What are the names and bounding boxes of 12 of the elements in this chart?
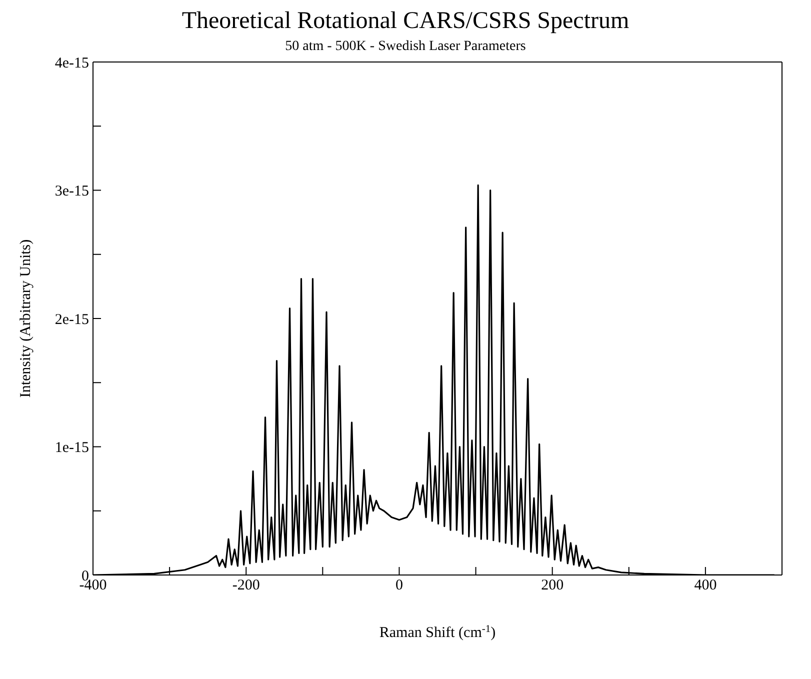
x-tick-label: -200 <box>232 578 260 594</box>
x-tick-label: 400 <box>694 578 717 594</box>
x-tick-label: 200 <box>541 578 564 594</box>
x-axis-title: Raman Shift (cm$^{-1}$) <box>379 624 496 641</box>
chart-title: Theoretical Rotational CARS/CSRS Spectrum <box>180 8 630 35</box>
y-tick-label: 3e-15 <box>54 184 89 200</box>
chart-subtitle: 50 atm - 500K - Swedish Laser Parameters <box>284 39 527 55</box>
y-tick-label: 2e-15 <box>54 312 89 328</box>
y-tick-label: 4e-15 <box>54 55 89 72</box>
y-tick-label: 1e-15 <box>54 440 89 456</box>
x-tick-label: 0 <box>395 578 403 594</box>
y-axis-title: Intensity (Arbitrary Units) <box>18 239 34 398</box>
